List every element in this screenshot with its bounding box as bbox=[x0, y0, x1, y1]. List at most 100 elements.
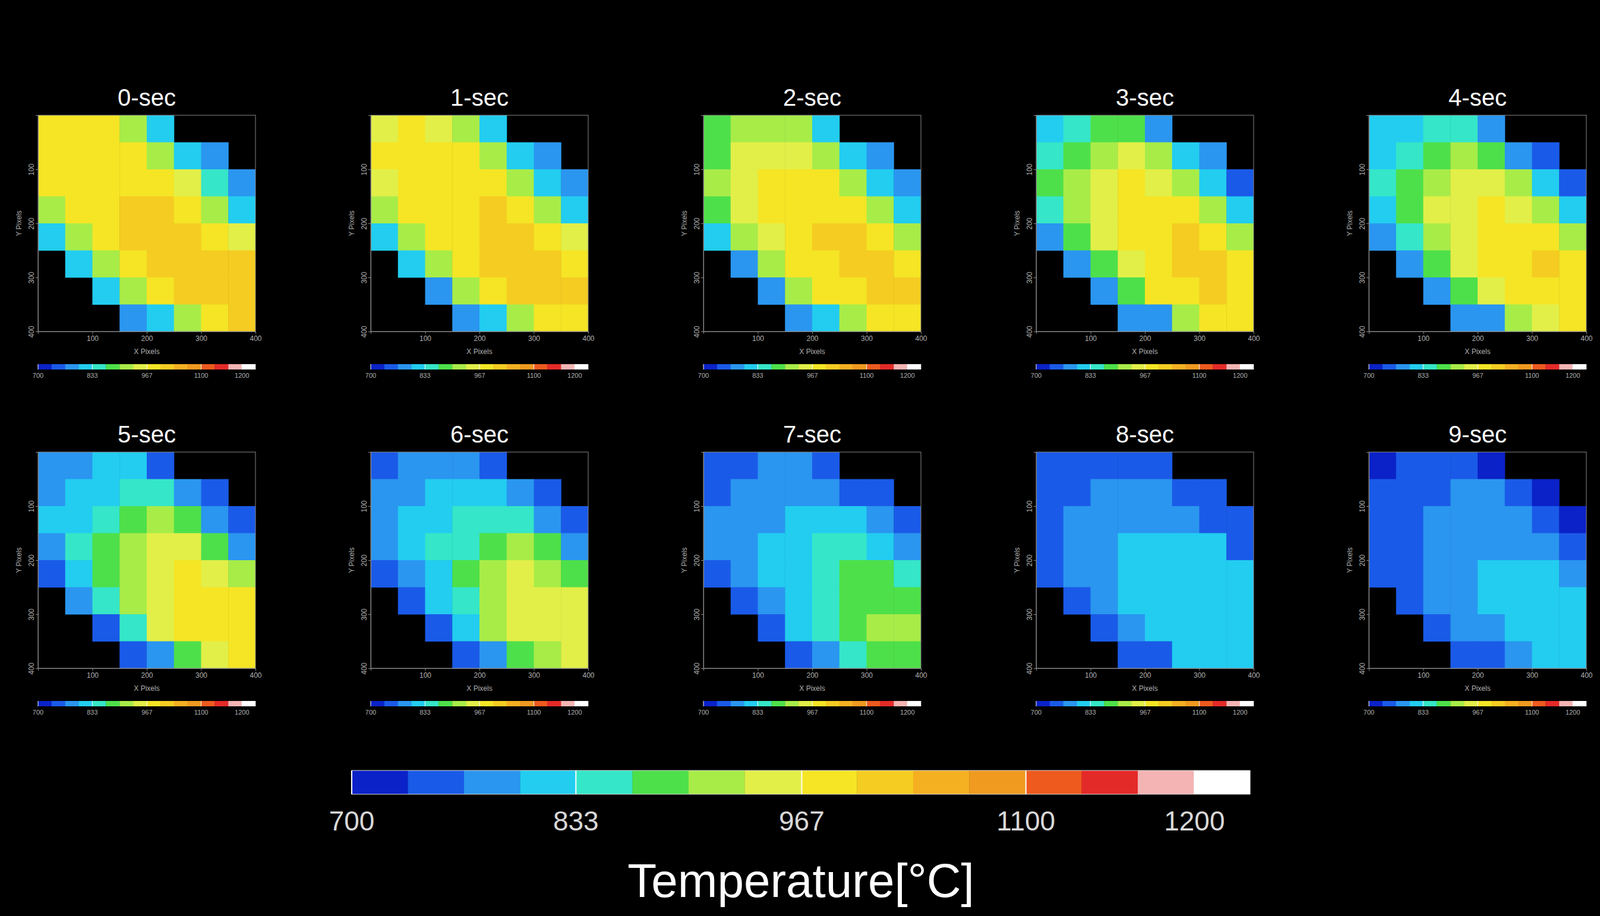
heat-cell bbox=[201, 169, 229, 197]
colorbar-tick-label: 967 bbox=[806, 371, 818, 380]
heat-cell bbox=[1532, 169, 1560, 197]
heat-cell bbox=[92, 169, 121, 197]
tick: 100 bbox=[27, 163, 39, 176]
heat-cell bbox=[425, 452, 453, 480]
tick-label: 200 bbox=[360, 554, 369, 567]
heat-cell bbox=[1144, 223, 1173, 251]
tick-label: 400 bbox=[1025, 325, 1034, 338]
heat-cell bbox=[758, 196, 786, 224]
heat-cell bbox=[1117, 533, 1145, 561]
tick: 400 bbox=[914, 331, 927, 343]
tick-mark bbox=[146, 668, 148, 671]
tick-label: 200 bbox=[473, 671, 486, 680]
heat-cell bbox=[425, 223, 453, 251]
tick-label: 200 bbox=[1471, 671, 1484, 680]
axis-line bbox=[1036, 668, 1255, 672]
tick: 200 bbox=[1138, 668, 1151, 680]
heat-cell bbox=[452, 142, 480, 170]
heat-cell bbox=[812, 115, 840, 143]
tick-label: 100 bbox=[692, 163, 702, 176]
heat-cell bbox=[38, 169, 66, 197]
colorbar-segment bbox=[1450, 701, 1464, 707]
heat-cell bbox=[784, 641, 813, 669]
heat-cell bbox=[228, 250, 256, 279]
colorbar-segment bbox=[771, 701, 785, 707]
heat-cell bbox=[479, 277, 507, 305]
colorbar-segment bbox=[798, 701, 813, 707]
panel-title: 5-sec bbox=[117, 421, 176, 448]
heat-cell bbox=[1450, 304, 1478, 333]
colorbar-tick bbox=[575, 770, 577, 795]
heat-cell bbox=[1504, 506, 1533, 534]
heat-cell bbox=[703, 479, 731, 507]
heat-cell bbox=[1423, 533, 1451, 561]
heat-cell bbox=[38, 196, 66, 224]
heat-cell bbox=[92, 533, 121, 561]
heat-cell bbox=[1226, 196, 1254, 224]
heat-cell bbox=[201, 587, 229, 615]
heat-cell bbox=[1477, 614, 1505, 642]
heat-cell bbox=[1504, 560, 1533, 588]
heat-cell bbox=[65, 142, 93, 170]
heat-cell bbox=[1532, 250, 1560, 279]
tick-mark bbox=[1366, 614, 1369, 615]
heat-cell bbox=[506, 506, 535, 534]
heat-cell bbox=[784, 250, 813, 279]
colorbar-tick bbox=[1239, 701, 1241, 707]
heat-cell bbox=[479, 614, 507, 642]
heat-cell bbox=[1396, 196, 1424, 224]
x-axis: 100200300400 bbox=[1369, 668, 1593, 680]
colorbar-segment bbox=[370, 364, 385, 370]
heat-cell bbox=[201, 560, 229, 588]
axis-line bbox=[701, 452, 705, 669]
panel-colorbar: 70083396711001200 bbox=[1363, 701, 1587, 716]
heat-cell bbox=[1117, 587, 1145, 615]
heat-cell bbox=[784, 506, 813, 534]
colorbar-segment bbox=[632, 770, 690, 795]
heat-cell bbox=[866, 560, 895, 588]
panel-title: 4-sec bbox=[1448, 84, 1507, 111]
tick-label: 100 bbox=[86, 334, 99, 343]
heat-cell bbox=[228, 641, 256, 669]
heat-cell bbox=[866, 587, 895, 615]
heat-cell bbox=[1144, 169, 1173, 197]
heat-cell bbox=[1226, 560, 1254, 588]
colorbar-tick bbox=[533, 701, 535, 707]
tick-mark bbox=[1144, 331, 1146, 334]
tick-label: 400 bbox=[249, 671, 262, 680]
tick: 400 bbox=[360, 325, 371, 338]
tick-mark bbox=[701, 277, 704, 279]
heat-cell bbox=[893, 169, 921, 197]
heat-cell bbox=[1368, 479, 1397, 507]
tick: 300 bbox=[1025, 608, 1037, 621]
heat-cell bbox=[1144, 479, 1173, 507]
heat-cell bbox=[119, 614, 147, 642]
heat-cell bbox=[1396, 250, 1424, 279]
heat-cell bbox=[1396, 169, 1424, 197]
heat-cell bbox=[1144, 506, 1173, 534]
heat-cell bbox=[1532, 479, 1560, 507]
heat-cell bbox=[758, 479, 786, 507]
axis-line bbox=[1033, 452, 1037, 669]
heat-cell bbox=[1036, 115, 1064, 143]
tick: 400 bbox=[692, 662, 704, 675]
tick-mark bbox=[1033, 223, 1037, 224]
colorbar-segment bbox=[105, 701, 120, 707]
colorbar-tick-label: 967 bbox=[806, 708, 818, 716]
colorbar-segment bbox=[771, 364, 785, 370]
heat-cell bbox=[146, 277, 175, 305]
tick-mark bbox=[1199, 331, 1201, 334]
heat-cell bbox=[1477, 479, 1505, 507]
colorbar-tick-label: 967 bbox=[1139, 708, 1151, 716]
heat-cell bbox=[174, 506, 202, 534]
heat-cell bbox=[1450, 506, 1478, 534]
heat-cell bbox=[1396, 115, 1424, 143]
tick-mark bbox=[35, 331, 39, 333]
tick-mark bbox=[479, 331, 481, 334]
colorbar-tick bbox=[574, 701, 576, 707]
heat-cell bbox=[92, 452, 121, 480]
heat-cell bbox=[866, 533, 895, 561]
heat-cell bbox=[1504, 304, 1533, 333]
heat-cell bbox=[398, 250, 426, 279]
colorbar-segment bbox=[1172, 364, 1186, 370]
